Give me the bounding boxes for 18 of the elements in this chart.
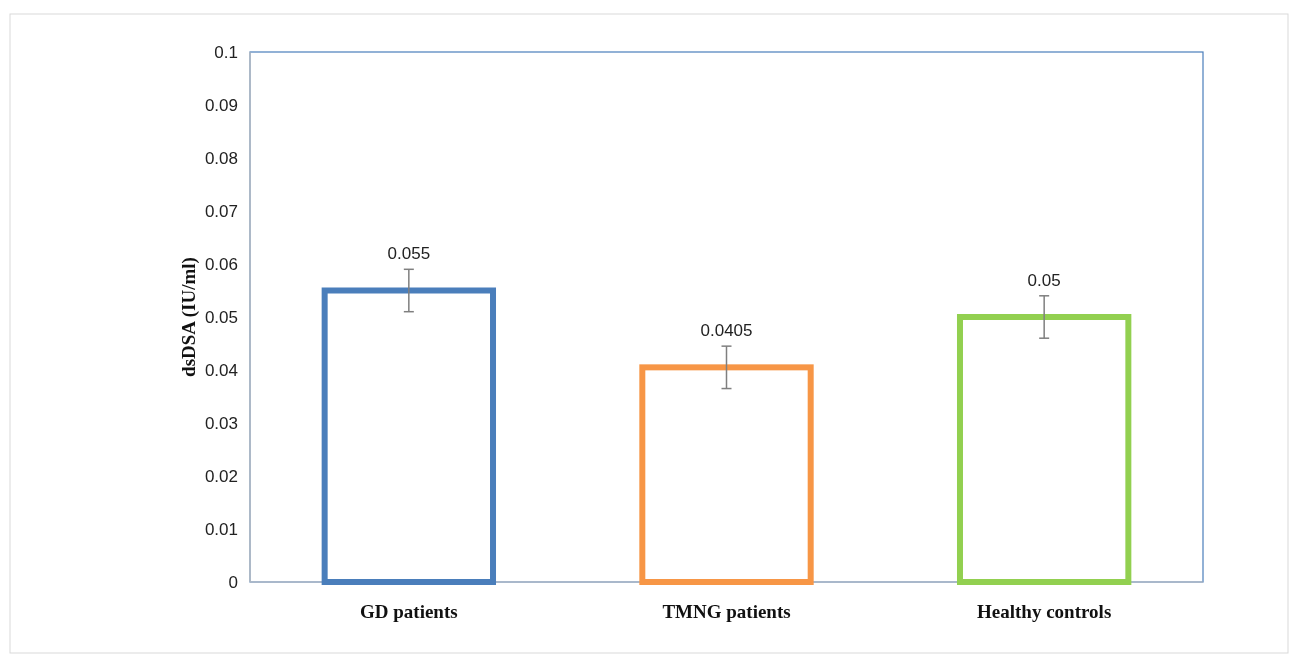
y-tick-label: 0.07 (204, 201, 238, 221)
y-tick-label: 0 (228, 572, 238, 592)
x-tick-label: TMNG patients (662, 601, 791, 622)
y-tick-label: 0.08 (204, 148, 238, 168)
y-tick-label: 0.01 (204, 519, 238, 539)
x-tick-label: Healthy controls (977, 601, 1112, 622)
x-tick-label: GD patients (360, 601, 458, 622)
y-tick-label: 0.03 (204, 413, 238, 433)
y-tick-label: 0.05 (204, 307, 238, 327)
y-axis-title: dsDSA (IU/ml) (178, 257, 200, 377)
y-tick-label: 0.02 (204, 466, 238, 486)
data-label: 0.05 (1027, 270, 1061, 290)
y-tick-label: 0.06 (204, 254, 238, 274)
data-label: 0.0405 (700, 321, 753, 341)
y-tick-label: 0.09 (204, 95, 238, 115)
y-tick-label: 0.1 (214, 42, 238, 62)
data-label: 0.055 (387, 244, 431, 264)
y-tick-label: 0.04 (204, 360, 238, 380)
